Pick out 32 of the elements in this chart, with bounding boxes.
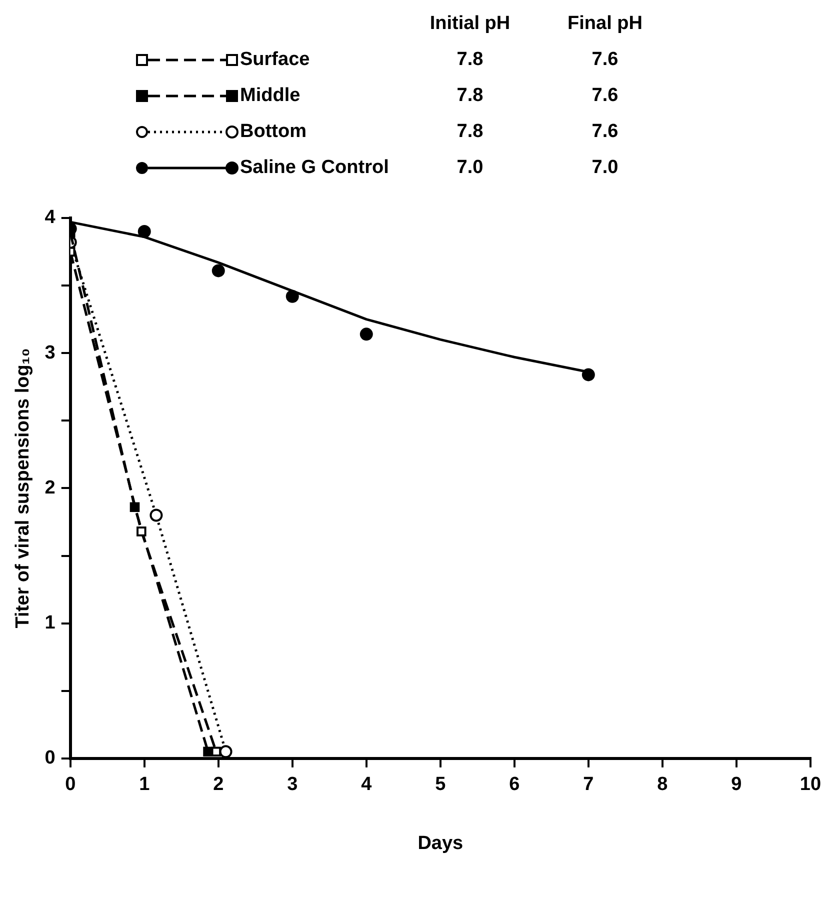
x-tick-label: 4	[361, 774, 372, 796]
legend-label: Bottom	[240, 121, 306, 142]
y-axis-title: Titer of viral suspensions log₁₀	[12, 348, 34, 628]
y-tick-label: 4	[44, 207, 56, 228]
text: 7.0	[456, 157, 484, 178]
text: 7.6	[592, 49, 618, 70]
x-tick-label: 5	[435, 774, 446, 796]
text: 7.0	[592, 157, 618, 178]
x-tick-label: 3	[287, 774, 298, 796]
legend-label: Middle	[240, 85, 300, 106]
legend-title: Initial pH	[430, 13, 510, 34]
legend-label: Surface	[240, 49, 310, 70]
legend-label: Saline G Control	[240, 157, 389, 178]
x-tick-label: 1	[139, 774, 150, 796]
text: 7.6	[592, 121, 618, 142]
text: Final pH	[568, 13, 642, 34]
x-tick-label: 7	[583, 774, 594, 796]
y-tick-label: 1	[44, 612, 56, 634]
x-tick-label: 10	[800, 774, 822, 796]
text: 7.6	[592, 85, 618, 106]
text: 7.8	[456, 49, 484, 70]
text: 7.8	[456, 121, 484, 142]
x-tick-label: 6	[509, 774, 520, 796]
y-tick-label: 0	[44, 748, 56, 769]
x-axis-title: Days	[418, 832, 464, 854]
y-tick-label: 2	[44, 477, 56, 498]
x-tick-label: 9	[731, 774, 742, 796]
x-tick-label: 8	[657, 774, 668, 796]
text: 7.8	[456, 85, 484, 106]
x-tick-label: 0	[65, 774, 76, 796]
x-tick-label: 2	[213, 774, 224, 796]
y-tick-label: 3	[44, 342, 56, 364]
